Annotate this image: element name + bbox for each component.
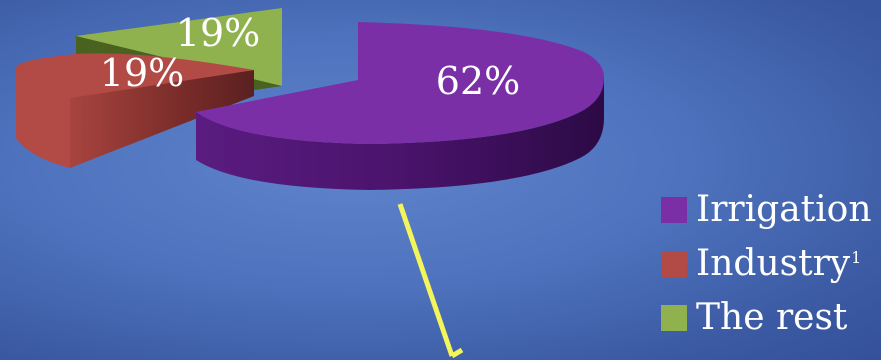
- legend: Irrigation Industry1 The rest: [661, 183, 872, 345]
- legend-swatch-industry: [661, 251, 687, 277]
- legend-item-industry: Industry1: [661, 237, 872, 291]
- pie-slice-industry: [16, 53, 254, 168]
- legend-swatch-the-rest: [661, 305, 687, 331]
- legend-label: The rest: [696, 297, 848, 338]
- legend-label-text: Industry: [696, 243, 851, 284]
- legend-item-irrigation: Irrigation: [661, 183, 872, 237]
- legend-label: Industry1: [696, 244, 861, 284]
- legend-label: Irrigation: [696, 189, 872, 230]
- footnote-marker: 1: [851, 248, 862, 267]
- legend-swatch-irrigation: [661, 197, 687, 223]
- data-label-the-rest: 19%: [176, 11, 260, 55]
- legend-item-the-rest: The rest: [661, 291, 872, 345]
- data-label-industry: 19%: [100, 51, 184, 95]
- annotation-arrow: [397, 203, 464, 359]
- data-label-irrigation: 62%: [436, 59, 520, 103]
- pie-slice-irrigation: [196, 22, 604, 190]
